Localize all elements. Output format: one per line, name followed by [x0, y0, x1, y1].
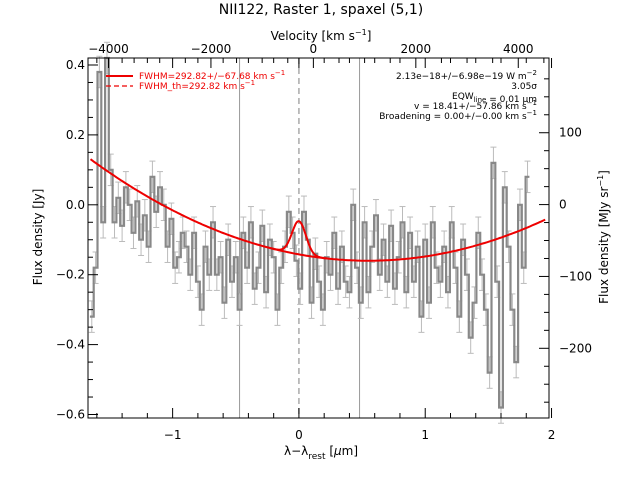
x-axis-label-unit-mu: μ [333, 444, 342, 458]
fit-annotation-line: 2.13e−18+/−6.98e−19 W m−2 [396, 69, 537, 82]
plot-frame [87, 57, 550, 419]
top-tick-label: 4000 [503, 42, 534, 56]
x-tick-label: 1 [421, 428, 429, 442]
axis-tick-labels: −1 0 1 20.40.20.0−0.2−0.4−0.6−4000 −2000 0 200… [56, 42, 592, 442]
top-axis-label-close: ] [367, 29, 372, 43]
y-tick-label: 0.2 [66, 128, 85, 142]
x-tick-label: −1 [164, 428, 182, 442]
right-axis-label-sup: −1 [596, 175, 605, 187]
legend: FWHM=292.82+/−67.68 km s−1FWHM_th=292.82… [106, 69, 285, 92]
top-axis-label-sup: −1 [355, 28, 367, 37]
gaussian-fit-line [270, 220, 327, 260]
top-tick-label: 0 [310, 42, 318, 56]
y-tick-label: −0.2 [56, 268, 85, 282]
x-tick-label: 2 [548, 428, 556, 442]
chart-title: NII122, Raster 1, spaxel (5,1) [219, 2, 424, 18]
right-tick-label: −200 [559, 341, 592, 355]
legend-label: FWHM_th=292.82 km s−1 [139, 79, 255, 92]
axis-ticks [88, 58, 553, 418]
legend-label: FWHM=292.82+/−67.68 km s−1 [139, 69, 285, 82]
x-tick-label: 0 [295, 428, 303, 442]
right-axis-label-close: ] [597, 170, 611, 175]
fit-annotation-line: Broadening = 0.00+/−0.00 km s−1 [379, 109, 537, 122]
x-axis-label: λ−λrest [μm] [284, 444, 358, 462]
top-tick-label: 2000 [401, 42, 432, 56]
right-axis-label: Flux density [MJy sr−1] [596, 170, 611, 304]
x-axis-label-unit-close: m] [342, 444, 358, 458]
right-tick-label: 100 [559, 126, 582, 140]
top-axis-label-main: Velocity [km s [271, 29, 355, 43]
y-tick-label: −0.6 [56, 408, 85, 422]
right-axis-label-main: Flux density [MJy sr [597, 187, 611, 304]
y-tick-label: 0.0 [66, 198, 85, 212]
y-axis-label: Flux density [Jy] [31, 189, 45, 286]
fit-annotation-line: 3.05σ [511, 82, 537, 92]
top-axis-label: Velocity [km s−1] [271, 28, 372, 43]
y-tick-label: −0.4 [56, 338, 85, 352]
x-axis-label-main: λ−λ [284, 444, 308, 458]
x-axis-label-sub: rest [308, 452, 326, 462]
top-tick-label: −2000 [191, 42, 232, 56]
fit-annotation-line: v = 18.41+/−57.86 km s−1 [414, 99, 537, 112]
y-tick-label: 0.4 [66, 58, 85, 72]
x-axis-label-unit-open: [ [326, 444, 335, 458]
fit-annotation-line: EQWline = 0.01 μm [452, 92, 537, 105]
right-tick-label: 0 [559, 198, 567, 212]
right-tick-label: −100 [559, 269, 592, 283]
top-tick-label: −4000 [88, 42, 129, 56]
